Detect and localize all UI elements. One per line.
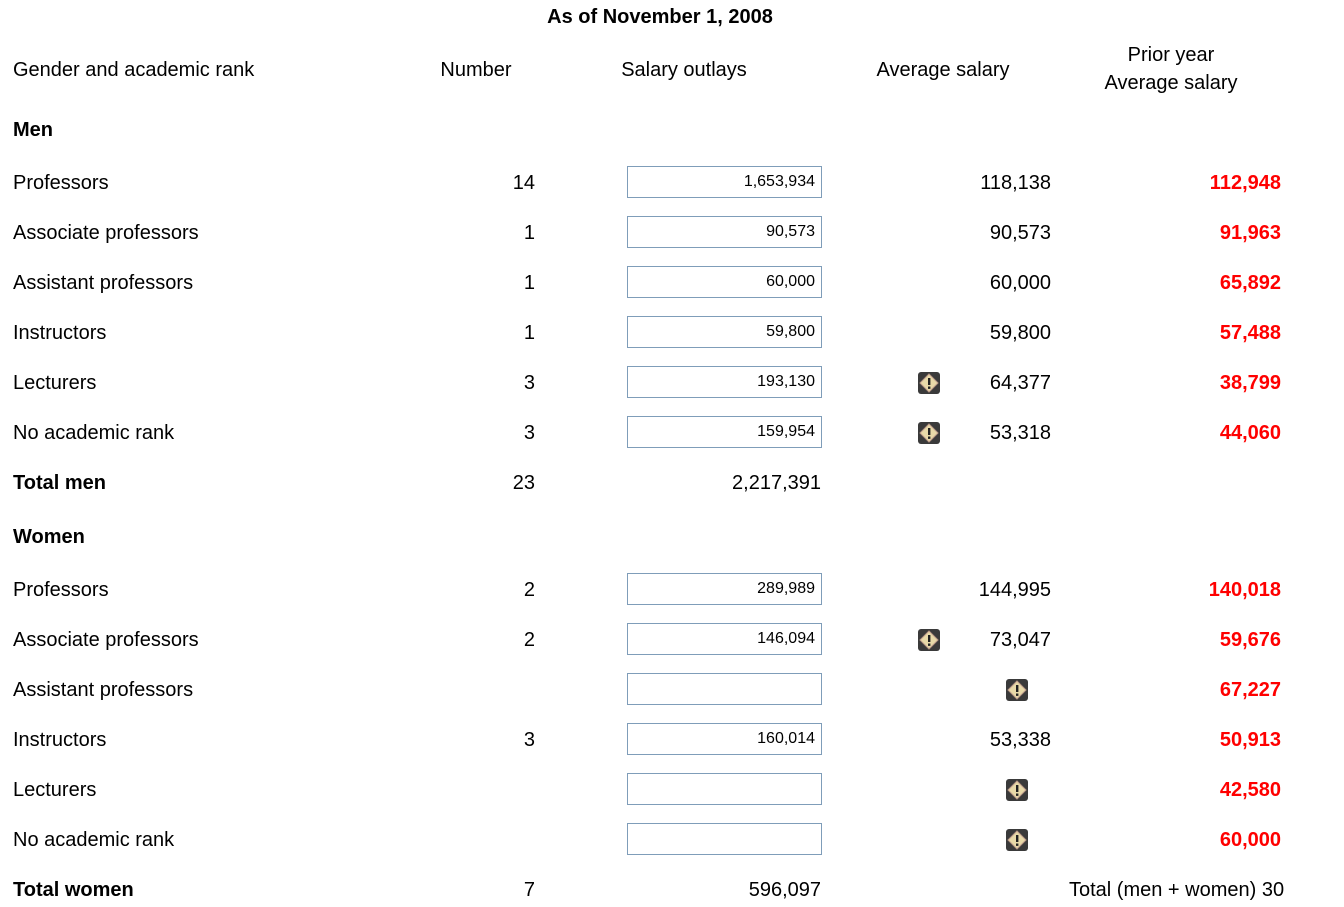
number: 14 xyxy=(512,172,535,194)
number: 2 xyxy=(523,579,535,601)
header-average: Average salary xyxy=(876,59,1010,81)
salary-value: 160,014 xyxy=(757,730,815,747)
average: 144,995 xyxy=(978,579,1051,601)
prior-average: 65,892 xyxy=(1219,272,1281,294)
rank-label: Assistant professors xyxy=(13,272,194,294)
warning-icon xyxy=(918,629,940,651)
prior-average: 42,580 xyxy=(1219,779,1281,801)
salary-value: 146,094 xyxy=(757,630,815,647)
warning-icon xyxy=(1006,779,1028,801)
prior-average: 67,227 xyxy=(1219,679,1281,701)
average: 73,047 xyxy=(989,629,1051,651)
warning-icon xyxy=(918,422,940,444)
rank-label: Professors xyxy=(13,579,109,601)
total-salary: 596,097 xyxy=(748,879,821,901)
total-label: Total men xyxy=(13,472,106,494)
average: 90,573 xyxy=(989,222,1051,244)
salary-value: 1,653,934 xyxy=(743,173,815,190)
header-rank: Gender and academic rank xyxy=(13,59,255,81)
total-number: 23 xyxy=(512,472,535,494)
average: 60,000 xyxy=(989,272,1051,294)
average: 53,318 xyxy=(989,422,1051,444)
salary-value: 193,130 xyxy=(757,373,815,390)
prior-average: 140,018 xyxy=(1208,579,1281,601)
total-number: 7 xyxy=(523,879,535,901)
prior-average: 44,060 xyxy=(1219,422,1281,444)
section-title: Men xyxy=(13,119,53,141)
salary-input[interactable]: 1,653,934 xyxy=(627,166,822,198)
prior-average: 112,948 xyxy=(1209,172,1281,194)
average: 118,138 xyxy=(980,172,1051,194)
prior-average: 60,000 xyxy=(1219,829,1281,851)
salary-value: 60,000 xyxy=(766,273,815,290)
number: 2 xyxy=(523,629,535,651)
prior-average: 50,913 xyxy=(1219,729,1281,751)
title: As of November 1, 2008 xyxy=(547,6,773,28)
salary-input[interactable]: 159,954 xyxy=(627,416,822,448)
number: 1 xyxy=(523,222,535,244)
salary-input[interactable]: 59,800 xyxy=(627,316,822,348)
header-prior: Prior year xyxy=(1127,44,1215,66)
rank-label: Lecturers xyxy=(13,372,97,394)
number: 3 xyxy=(523,422,535,444)
number: 1 xyxy=(523,322,535,344)
salary-input[interactable]: 90,573 xyxy=(627,216,822,248)
prior-average: 38,799 xyxy=(1219,372,1281,394)
salary-input[interactable]: 60,000 xyxy=(627,266,822,298)
rank-label: Assistant professors xyxy=(13,679,194,701)
salary-value: 159,954 xyxy=(757,423,815,440)
salary-value: 59,800 xyxy=(766,323,815,340)
rank-label: Associate professors xyxy=(13,222,199,244)
header-number: Number xyxy=(440,59,512,81)
salary-input[interactable]: 160,014 xyxy=(627,723,822,755)
section-title: Women xyxy=(13,526,85,548)
header-prior: Average salary xyxy=(1104,72,1238,94)
grand-total-label: Total (men + women) xyxy=(1069,879,1257,901)
rank-label: Instructors xyxy=(13,729,107,751)
salary-value: 90,573 xyxy=(766,223,815,240)
rank-label: No academic rank xyxy=(13,422,175,444)
prior-average: 91,963 xyxy=(1219,222,1281,244)
number: 1 xyxy=(523,272,535,294)
prior-average: 59,676 xyxy=(1219,629,1281,651)
grand-total: Total (men + women) 30 xyxy=(1069,878,1284,902)
number: 3 xyxy=(523,729,535,751)
grand-total-value: 30 xyxy=(1261,879,1285,901)
warning-icon xyxy=(918,372,940,394)
average: 64,377 xyxy=(989,372,1051,394)
total-label: Total women xyxy=(13,879,134,901)
number: 3 xyxy=(523,372,535,394)
prior-average: 57,488 xyxy=(1219,322,1281,344)
salary-input[interactable]: 193,130 xyxy=(627,366,822,398)
total-salary: 2,217,391 xyxy=(732,472,821,494)
salary-input[interactable] xyxy=(627,823,822,855)
average: 53,338 xyxy=(989,729,1051,751)
rank-label: No academic rank xyxy=(13,829,175,851)
salary-value: 289,989 xyxy=(757,580,815,597)
salary-input[interactable] xyxy=(627,773,822,805)
rank-label: Professors xyxy=(13,172,109,194)
salary-input[interactable]: 289,989 xyxy=(627,573,822,605)
rank-label: Instructors xyxy=(13,322,107,344)
salary-input[interactable]: 146,094 xyxy=(627,623,822,655)
rank-label: Associate professors xyxy=(13,629,199,651)
average: 59,800 xyxy=(989,322,1051,344)
header-salary: Salary outlays xyxy=(621,59,747,81)
warning-icon xyxy=(1006,829,1028,851)
warning-icon xyxy=(1006,679,1028,701)
rank-label: Lecturers xyxy=(13,779,97,801)
salary-input[interactable] xyxy=(627,673,822,705)
